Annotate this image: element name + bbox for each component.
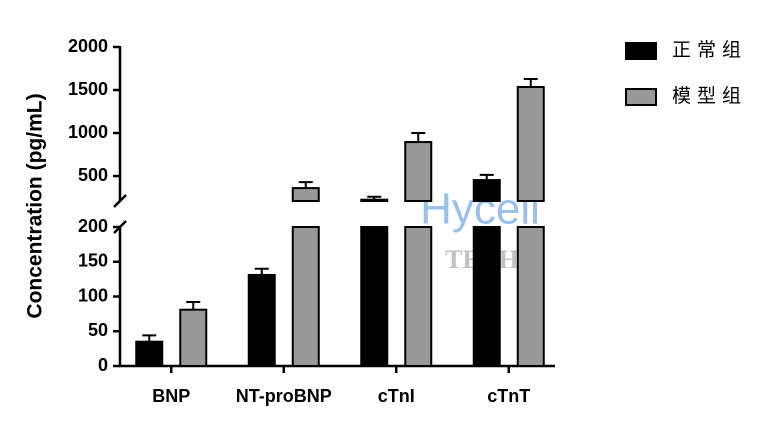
bar (360, 198, 389, 203)
legend-swatch (625, 42, 657, 60)
y-tick-label: 2000 (68, 36, 108, 56)
bar (472, 179, 501, 203)
y-tick-label: 1500 (68, 79, 108, 99)
x-tick-label: BNP (152, 386, 190, 406)
y-tick-label: 150 (78, 251, 108, 271)
error-bar (411, 132, 426, 143)
bar (404, 226, 433, 367)
error-bar (142, 334, 157, 342)
x-tick-label: cTnT (487, 386, 530, 406)
x-tick-label: cTnI (378, 386, 415, 406)
y-tick-label: 50 (88, 320, 108, 340)
error-bar (186, 301, 201, 310)
bar (516, 226, 545, 367)
y-tick-label: 200 (78, 216, 108, 236)
bar (360, 226, 389, 367)
y-tick-label: 1000 (68, 122, 108, 142)
bar (516, 86, 545, 202)
error-bar (298, 181, 313, 189)
bar (179, 308, 208, 367)
error-bar (523, 78, 538, 88)
error-bar (479, 173, 494, 181)
bar (472, 226, 501, 367)
y-axis-label: Concentration (pg/mL) (24, 93, 47, 318)
x-tick-label: NT-proBNP (236, 386, 332, 406)
axis-break (113, 194, 127, 208)
y-tick-label: 500 (78, 165, 108, 185)
y-tick-label: 100 (78, 285, 108, 305)
bar (135, 340, 164, 367)
error-bar (254, 267, 269, 275)
bar (291, 226, 320, 367)
legend-label: 正常组 (672, 39, 747, 61)
bar (291, 187, 320, 202)
bar (404, 141, 433, 202)
legend-label: 模型组 (672, 85, 747, 107)
legend-swatch (625, 88, 657, 106)
bar (247, 273, 276, 367)
y-tick-label: 0 (98, 355, 108, 375)
error-bar (367, 195, 382, 200)
